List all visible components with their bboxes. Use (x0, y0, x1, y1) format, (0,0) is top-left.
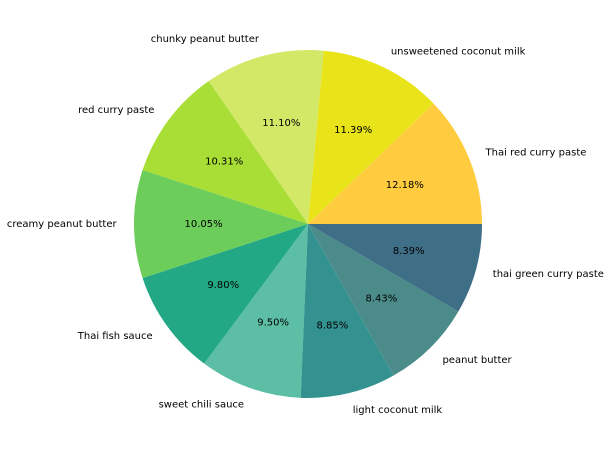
pie-slice-sweet-chili-sauce (204, 224, 308, 398)
pie-slice-peanut-butter (308, 224, 459, 376)
pct-label-thai-green-curry-paste: 8.39% (393, 246, 425, 257)
pct-label-thai-fish-sauce: 9.80% (207, 280, 239, 291)
percentage-labels: 12.18% 11.39% 11.10% 10.31% 10.05% 9.80% 9.50%… (185, 118, 425, 331)
category-label-thai-green-curry-paste: thai green curry paste (493, 269, 604, 280)
pie-slice-light-coconut-milk (300, 224, 394, 399)
pie-slice-chunky-peanut-butter (208, 50, 324, 225)
category-label-unsweetened-coconut-milk: unsweetened coconut milk (391, 46, 526, 57)
pie-slices (134, 50, 482, 399)
category-labels: Thai red curry paste unsweetened coconut … (7, 34, 604, 416)
pct-label-red-curry-paste: 10.31% (205, 157, 243, 168)
category-label-creamy-peanut-butter: creamy peanut butter (7, 219, 118, 230)
category-label-peanut-butter: peanut butter (442, 355, 512, 366)
category-label-sweet-chili-sauce: sweet chili sauce (159, 399, 244, 410)
pct-label-creamy-peanut-butter: 10.05% (185, 219, 223, 230)
pct-label-thai-red-curry-paste: 12.18% (386, 180, 424, 191)
pct-label-unsweetened-coconut-milk: 11.39% (334, 125, 372, 136)
pct-label-peanut-butter: 8.43% (365, 293, 397, 304)
pie-slice-thai-fish-sauce (142, 224, 308, 364)
pct-label-light-coconut-milk: 8.85% (317, 321, 349, 332)
category-label-red-curry-paste: red curry paste (78, 105, 154, 116)
category-label-chunky-peanut-butter: chunky peanut butter (151, 34, 260, 45)
pie-slice-red-curry-paste (142, 81, 308, 224)
category-label-thai-fish-sauce: Thai fish sauce (77, 331, 153, 342)
pie-slice-creamy-peanut-butter (134, 170, 308, 279)
pie-slice-thai-green-curry-paste (308, 224, 482, 312)
pie-slice-unsweetened-coconut-milk (308, 50, 434, 224)
pct-label-chunky-peanut-butter: 11.10% (262, 118, 300, 129)
category-label-thai-red-curry-paste: Thai red curry paste (485, 148, 587, 159)
pct-label-sweet-chili-sauce: 9.50% (257, 317, 289, 328)
category-label-light-coconut-milk: light coconut milk (353, 405, 443, 416)
pie-slice-thai-red-curry-paste (308, 103, 482, 224)
